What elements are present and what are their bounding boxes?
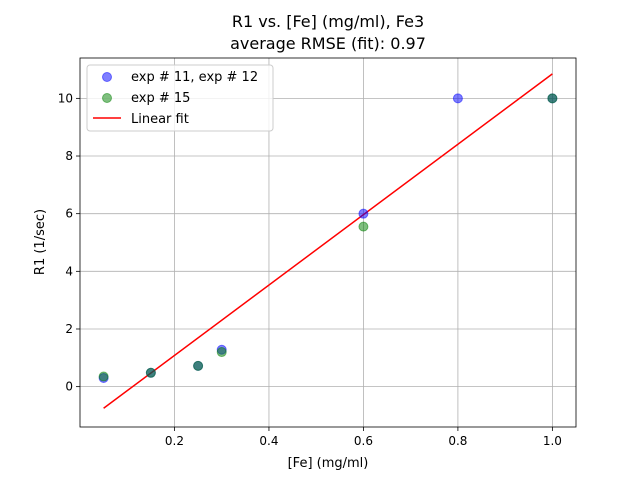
y-tick-label: 6 xyxy=(65,207,73,221)
x-tick-label: 0.4 xyxy=(259,434,278,448)
x-tick-label: 0.6 xyxy=(354,434,373,448)
x-tick-label: 1.0 xyxy=(543,434,562,448)
x-tick-label: 0.8 xyxy=(448,434,467,448)
y-tick-label: 8 xyxy=(65,149,73,163)
legend-label-fit: Linear fit xyxy=(131,112,189,127)
scatter-point-series-2 xyxy=(98,371,109,382)
scatter-point-series-1 xyxy=(358,208,369,219)
y-tick-label: 2 xyxy=(65,322,73,336)
scatter-point-series-2 xyxy=(358,221,369,232)
y-axis-ticks: 0 2 4 6 8 10 xyxy=(58,91,80,394)
scatter-point-series-1 xyxy=(452,93,463,104)
grid xyxy=(80,58,576,427)
legend-marker-series-1 xyxy=(102,72,112,82)
y-tick-label: 0 xyxy=(65,380,73,394)
legend-label-series-1: exp # 11, exp # 12 xyxy=(131,70,258,85)
scatter-point-series-2 xyxy=(216,347,227,358)
fit-line-layer xyxy=(103,73,553,409)
y-tick-label: 10 xyxy=(58,91,73,105)
scatter-point-series-2 xyxy=(547,93,558,104)
linear-fit-line xyxy=(103,73,553,409)
data-points xyxy=(98,93,558,383)
x-axis-ticks: 0.2 0.4 0.6 0.8 1.0 xyxy=(165,427,562,448)
chart-title-line1: R1 vs. [Fe] (mg/ml), Fe3 xyxy=(232,12,424,31)
legend-marker-series-2 xyxy=(102,93,112,103)
scatter-point-series-2 xyxy=(145,367,156,378)
chart-title-line2: average RMSE (fit): 0.97 xyxy=(230,34,426,53)
plot-frame xyxy=(79,57,577,428)
x-axis-label: [Fe] (mg/ml) xyxy=(288,456,369,471)
scatter-point-series-2 xyxy=(193,360,204,371)
legend-label-series-2: exp # 15 xyxy=(131,91,190,106)
legend-frame xyxy=(86,64,274,132)
y-axis-label: R1 (1/sec) xyxy=(33,209,48,275)
legend: exp # 11, exp # 12 exp # 15 Linear fit xyxy=(86,64,274,132)
x-tick-label: 0.2 xyxy=(165,434,184,448)
y-tick-label: 4 xyxy=(65,264,73,278)
